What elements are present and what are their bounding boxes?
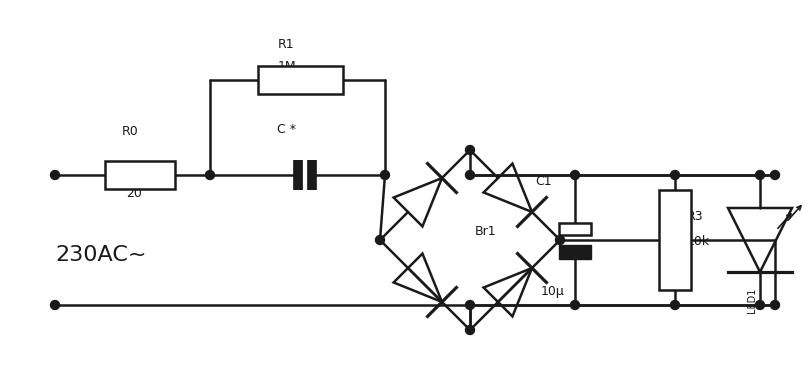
Circle shape: [51, 170, 60, 179]
Bar: [659, 190, 691, 290]
Circle shape: [756, 170, 765, 179]
Text: 10μ: 10μ: [541, 285, 565, 298]
Circle shape: [465, 145, 474, 154]
Circle shape: [381, 170, 390, 179]
Text: R1: R1: [278, 38, 295, 51]
Circle shape: [555, 235, 564, 244]
Circle shape: [205, 170, 214, 179]
Circle shape: [465, 170, 474, 179]
Circle shape: [770, 301, 779, 310]
Text: R0: R0: [122, 125, 138, 138]
Text: 20: 20: [126, 187, 142, 200]
Circle shape: [671, 170, 679, 179]
Circle shape: [51, 301, 60, 310]
Circle shape: [571, 170, 580, 179]
Circle shape: [756, 301, 765, 310]
Circle shape: [770, 170, 779, 179]
Text: LED1: LED1: [747, 287, 757, 313]
Text: 10k: 10k: [687, 235, 710, 248]
Text: R3: R3: [687, 210, 704, 223]
Circle shape: [375, 235, 385, 244]
Circle shape: [465, 301, 474, 310]
Text: 1M: 1M: [278, 60, 296, 73]
Bar: [559, 223, 591, 235]
Bar: [258, 66, 342, 94]
Circle shape: [571, 301, 580, 310]
Text: 230AC~: 230AC~: [55, 245, 147, 265]
Circle shape: [465, 326, 474, 335]
Text: C1: C1: [535, 175, 551, 188]
Bar: [105, 161, 175, 189]
Bar: [559, 245, 591, 259]
Text: Br1: Br1: [475, 225, 497, 238]
Circle shape: [671, 301, 679, 310]
Text: C *: C *: [277, 123, 296, 136]
